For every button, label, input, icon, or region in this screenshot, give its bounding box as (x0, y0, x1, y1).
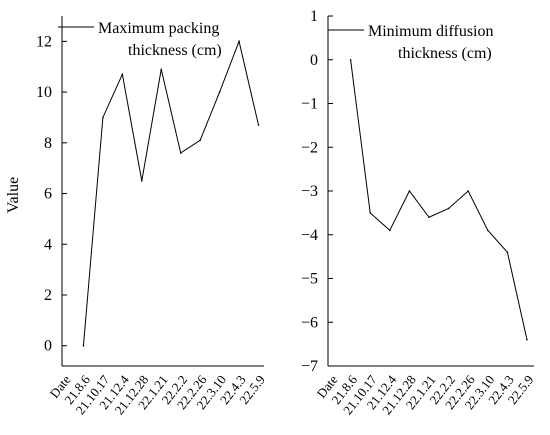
legend-label: thickness (cm) (398, 45, 492, 62)
data-point (349, 58, 352, 61)
y-tick-label: 1 (310, 8, 318, 25)
y-tick-label: −1 (301, 96, 318, 113)
y-tick-label: −2 (301, 139, 318, 156)
data-point (487, 229, 489, 232)
y-tick-label: 12 (36, 33, 52, 50)
data-point (506, 251, 509, 254)
data-point (526, 338, 528, 341)
y-tick-label: 2 (44, 287, 52, 304)
left-chart-panel: 024681012Date21.8.621.10.1721.12.421.12.… (5, 16, 268, 417)
data-point (257, 124, 260, 126)
data-point (179, 152, 182, 154)
data-point (238, 40, 240, 43)
y-tick-label: 8 (44, 135, 52, 152)
y-tick-label: −5 (301, 271, 318, 288)
y-tick-label: −4 (301, 227, 318, 244)
legend-label: Minimum diffusion (368, 23, 494, 40)
data-point (428, 216, 430, 219)
series-line (350, 59, 528, 340)
right-chart-panel: 10−1−2−3−4−5−6−7Date21.8.621.10.1721.12.… (301, 8, 537, 417)
y-axis-label: Value (5, 177, 22, 213)
y-tick-label: −3 (301, 183, 318, 200)
legend-label: Maximum packing (98, 20, 219, 37)
data-point (447, 207, 450, 210)
y-tick-label: 0 (310, 52, 318, 69)
data-point (467, 190, 470, 192)
data-point (218, 91, 221, 93)
data-point (199, 139, 201, 142)
y-tick-label: 4 (44, 236, 52, 253)
y-tick-label: 6 (44, 186, 52, 203)
data-point (102, 116, 104, 119)
data-point (82, 344, 85, 347)
data-point (408, 190, 411, 192)
y-tick-label: −7 (301, 358, 318, 375)
series-line (82, 39, 259, 346)
data-point (121, 73, 124, 76)
y-tick-label: −6 (301, 314, 318, 331)
y-tick-label: 0 (44, 338, 52, 355)
data-point (369, 212, 372, 214)
y-tick-label: 10 (36, 84, 52, 101)
data-point (141, 180, 143, 182)
data-point (160, 68, 163, 71)
legend-label: thickness (cm) (128, 42, 222, 59)
data-point (389, 229, 391, 232)
